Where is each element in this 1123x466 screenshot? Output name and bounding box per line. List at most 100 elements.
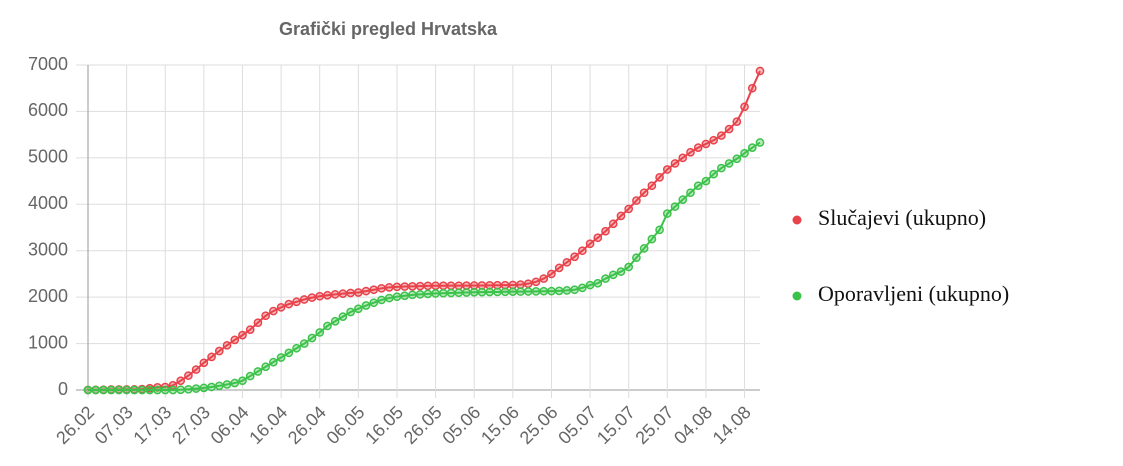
data-point <box>755 66 765 76</box>
data-point <box>346 307 355 317</box>
data-point <box>485 287 495 297</box>
data-point <box>647 234 657 244</box>
data-point <box>562 286 572 295</box>
data-point <box>693 143 703 152</box>
data-point <box>415 290 425 299</box>
y-tick-label: 4000 <box>28 193 68 213</box>
legend-marker <box>792 215 802 225</box>
data-point <box>531 277 541 287</box>
data-point <box>562 257 572 267</box>
y-tick-label: 3000 <box>28 239 68 259</box>
x-tick-label: 06.04 <box>207 402 253 448</box>
data-point <box>523 279 533 289</box>
data-point <box>261 311 271 321</box>
legend-marker <box>792 291 802 301</box>
data-point <box>740 102 749 112</box>
data-point <box>585 239 595 249</box>
data-point <box>438 288 448 298</box>
data-point <box>724 159 734 168</box>
x-tick-label: 04.08 <box>670 402 716 448</box>
data-point <box>369 298 379 308</box>
data-point <box>106 385 116 395</box>
x-tick-label: 15.07 <box>593 402 639 448</box>
data-point <box>276 303 286 312</box>
data-point <box>99 385 108 395</box>
y-tick-label: 7000 <box>28 54 68 74</box>
x-tick-label: 27.03 <box>168 402 214 448</box>
data-point <box>454 288 464 298</box>
data-point <box>462 281 471 290</box>
data-point <box>238 330 247 340</box>
data-point <box>686 147 695 157</box>
data-point <box>323 290 332 300</box>
data-point <box>369 285 379 295</box>
data-point <box>129 385 139 395</box>
data-point <box>431 289 440 298</box>
data-point <box>462 288 471 297</box>
data-point <box>469 287 479 297</box>
data-point <box>577 246 587 256</box>
data-point <box>176 385 186 395</box>
data-point <box>655 173 664 182</box>
data-point <box>199 383 209 393</box>
data-point <box>160 385 170 395</box>
data-point <box>554 263 564 273</box>
data-point <box>701 139 711 149</box>
y-tick-label: 5000 <box>28 147 68 167</box>
data-point <box>647 181 657 191</box>
data-point <box>639 188 649 198</box>
data-point <box>145 385 155 395</box>
data-point <box>415 281 425 291</box>
data-point <box>717 131 726 140</box>
data-point <box>238 376 247 386</box>
data-point <box>184 384 193 394</box>
data-point <box>670 202 680 211</box>
x-tick-label: 16.04 <box>245 402 291 448</box>
data-point <box>639 244 649 253</box>
data-point <box>361 301 371 310</box>
data-point <box>137 385 147 395</box>
data-point <box>284 348 294 358</box>
y-tick-label: 0 <box>58 379 68 399</box>
data-point <box>245 325 255 334</box>
data-point <box>245 371 255 381</box>
data-point <box>299 339 309 348</box>
x-tick-label: 26.02 <box>52 402 98 448</box>
data-point <box>531 286 541 296</box>
data-point <box>222 340 232 350</box>
data-point <box>222 380 232 389</box>
data-point <box>423 281 433 291</box>
data-point <box>678 195 688 204</box>
data-point <box>554 286 564 296</box>
data-point <box>392 282 402 292</box>
data-point <box>361 286 371 296</box>
data-point <box>261 362 271 372</box>
data-point <box>299 295 309 304</box>
data-point <box>678 153 688 163</box>
x-tick-label: 05.07 <box>554 402 600 448</box>
y-tick-label: 1000 <box>28 332 68 352</box>
data-point <box>392 292 402 302</box>
data-point <box>516 287 525 296</box>
data-point <box>353 304 363 314</box>
x-tick-label: 14.08 <box>709 402 755 448</box>
data-point <box>408 282 417 291</box>
data-point <box>624 262 634 272</box>
data-point <box>338 312 348 321</box>
data-point <box>408 290 417 300</box>
data-point <box>709 135 719 145</box>
data-point <box>168 385 178 395</box>
data-point <box>199 358 209 368</box>
x-tick-label: 25.07 <box>632 402 678 448</box>
data-point <box>632 196 641 205</box>
x-tick-label: 17.03 <box>129 402 175 448</box>
data-point <box>253 318 263 328</box>
data-point <box>269 306 278 316</box>
data-point <box>184 371 193 380</box>
data-point <box>608 219 618 229</box>
data-point <box>323 321 332 331</box>
data-point <box>701 176 711 186</box>
data-point <box>330 290 340 299</box>
data-point <box>292 297 301 307</box>
